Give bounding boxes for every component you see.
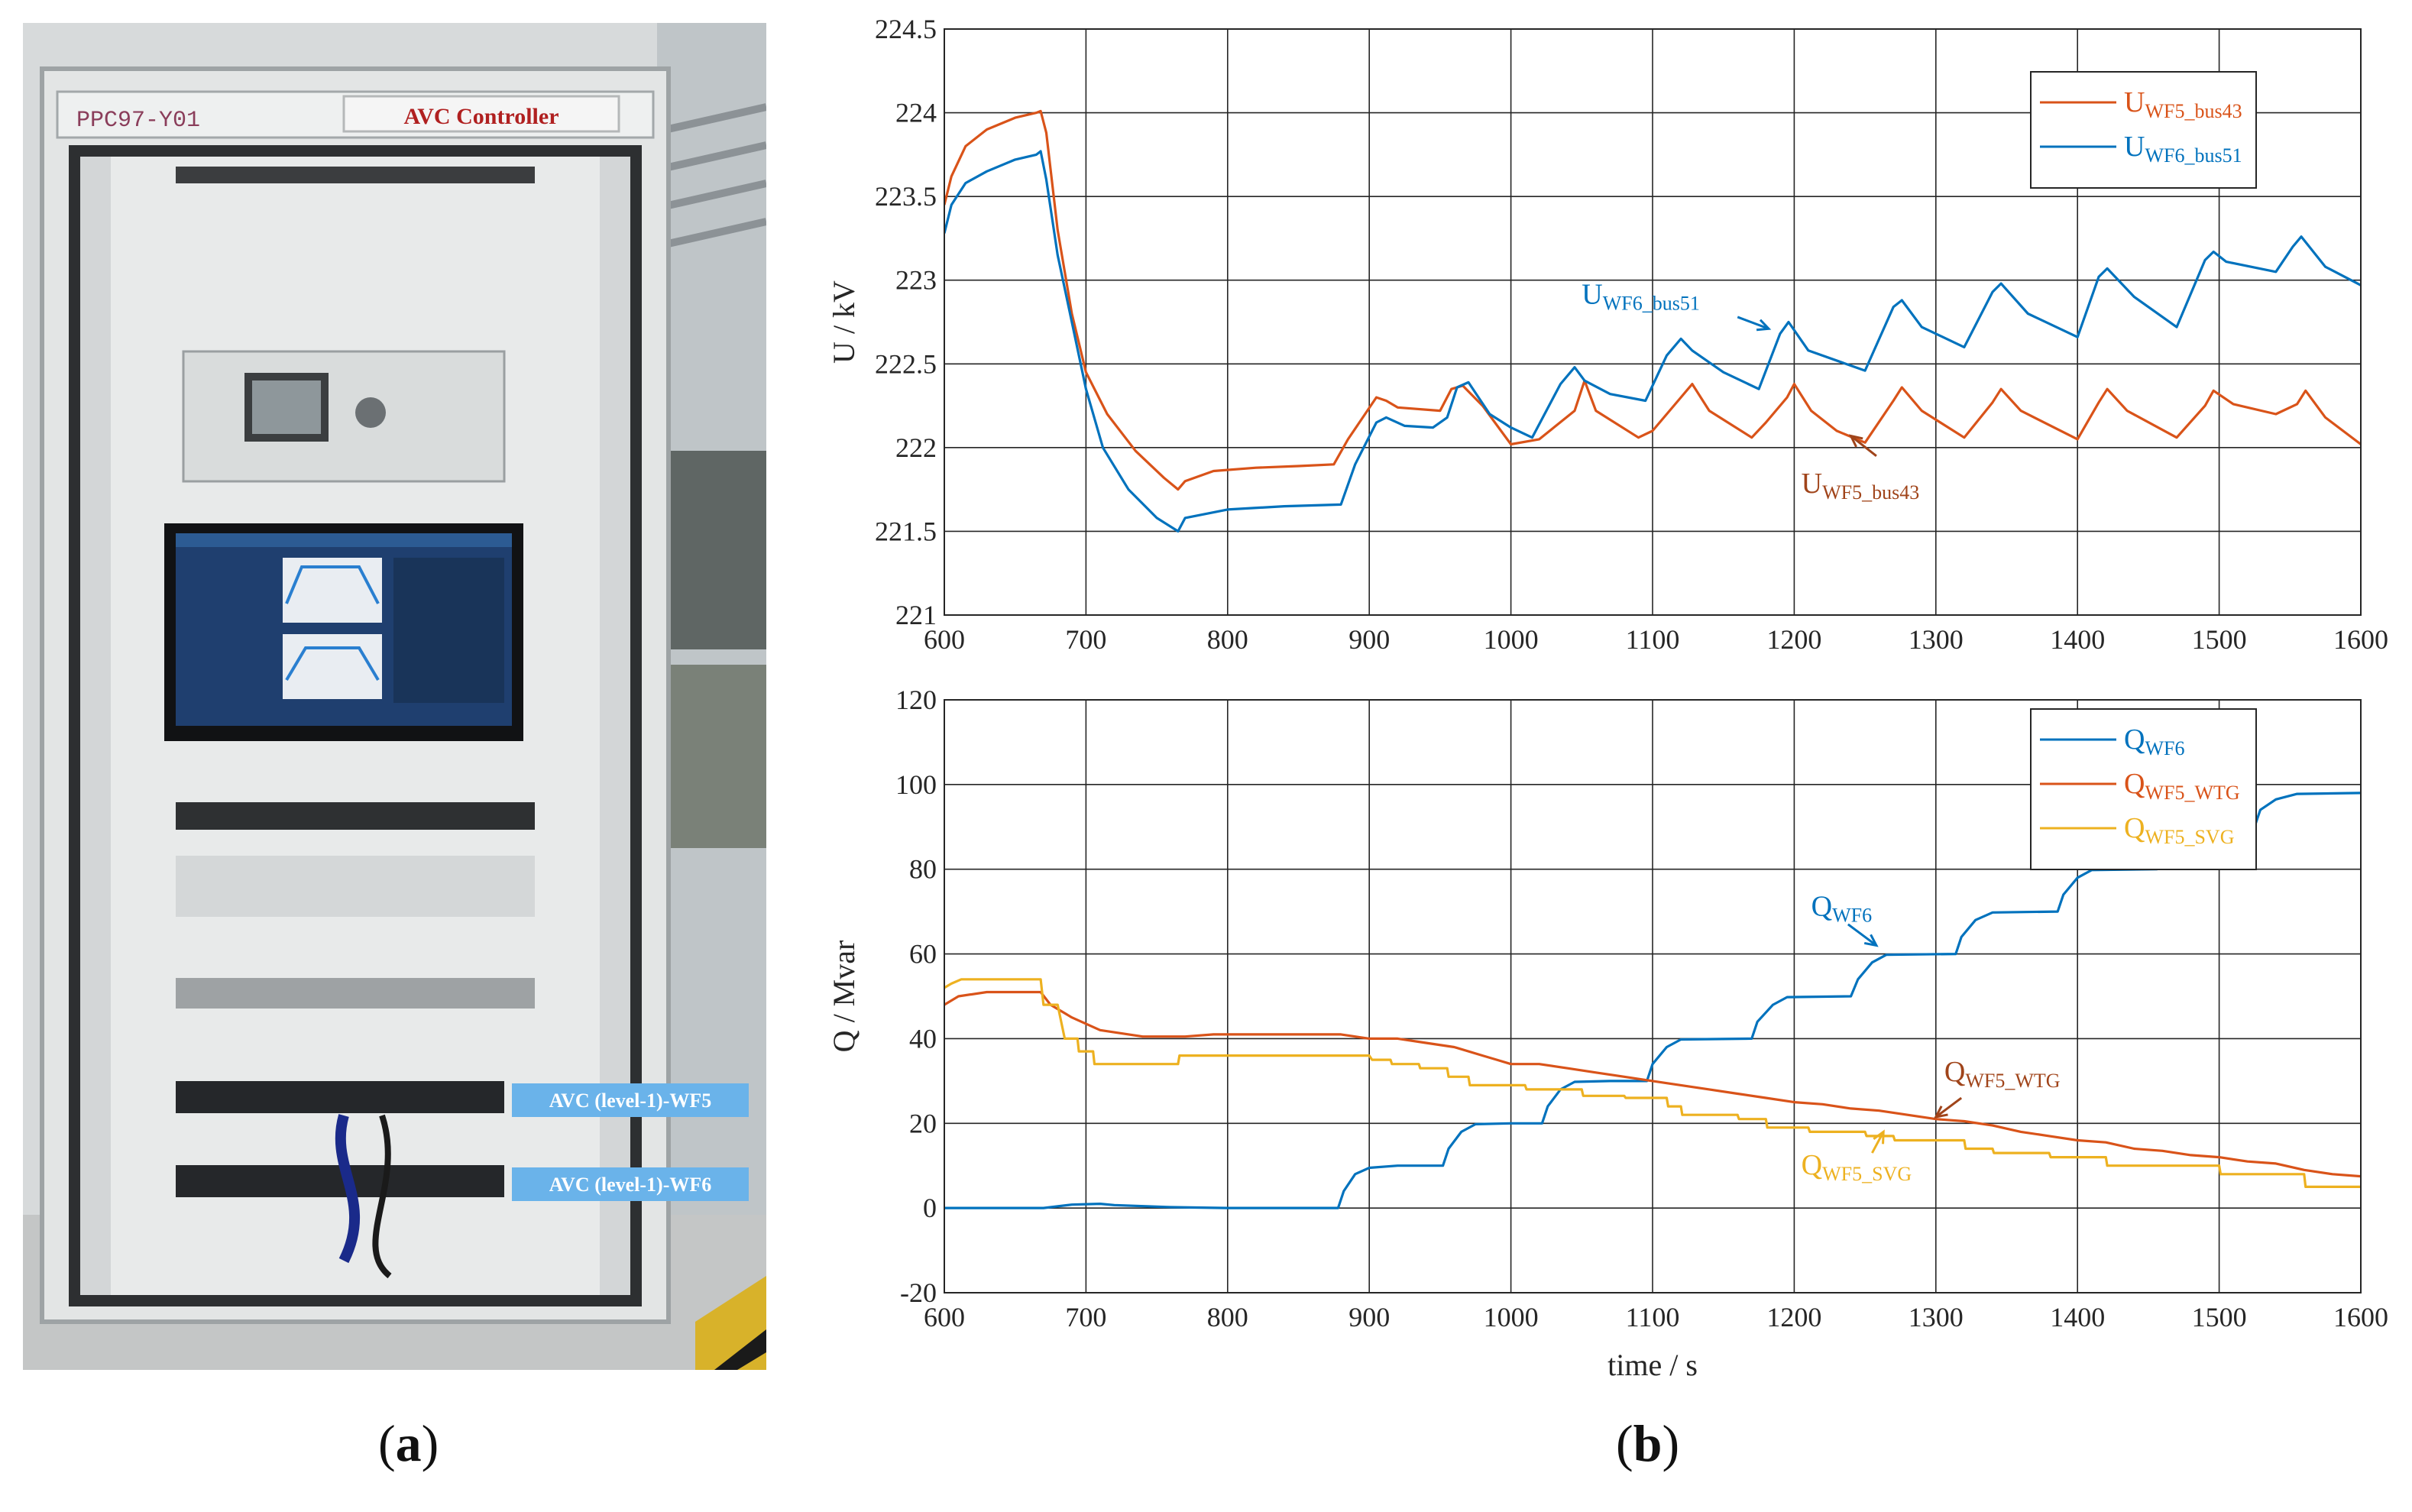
y-tick-label: 223: [895, 265, 937, 296]
series-line-UWF6_bus51: [944, 150, 2361, 533]
x-tick-label: 700: [1065, 1302, 1106, 1332]
x-tick-label: 1400: [2050, 624, 2105, 655]
annotation-label: QWF5_WTG: [1944, 1056, 2061, 1092]
y-tick-label: 221: [895, 600, 937, 630]
annotation-arrow: [1737, 316, 1769, 330]
y-tick-label: 120: [895, 685, 937, 715]
y-tick-label: 20: [909, 1108, 937, 1138]
x-tick-label: 1600: [2333, 624, 2388, 655]
y-tick-label: 221.5: [875, 516, 937, 546]
annotation-label: UWF6_bus51: [1582, 278, 1700, 314]
cabinet-title-label: AVC Controller: [403, 104, 558, 129]
cabinet-photo: PPC97-Y01 AVC Controller AVC (level-1)-W…: [23, 23, 766, 1370]
series-line-QWF5_WTG: [944, 990, 2361, 1178]
annotation-arrow: [1871, 1131, 1885, 1154]
annotation-arrowhead: [1756, 319, 1772, 332]
y-tick-label: 223.5: [875, 181, 937, 212]
y-tick-label: 224.5: [875, 14, 937, 44]
x-tick-label: 1000: [1484, 624, 1539, 655]
x-tick-label: 1300: [1909, 624, 1964, 655]
annotation-arrow: [1847, 923, 1877, 947]
axes-frame: [944, 699, 2362, 1293]
callout-wf5: AVC (level-1)-WF5: [549, 1089, 712, 1112]
x-tick-label: 1100: [1626, 624, 1680, 655]
annotation-arrowhead: [1848, 434, 1863, 448]
annotation-arrow: [1934, 1096, 1963, 1119]
legend-entry: QWF5_WTG: [2124, 768, 2240, 804]
x-tick-label: 600: [924, 624, 965, 655]
cabinet-id-label: PPC97-Y01: [76, 108, 200, 134]
series-line-UWF5_bus43: [944, 109, 2361, 491]
axes-frame: [944, 28, 2362, 616]
x-tick-label: 1400: [2050, 1302, 2105, 1332]
annotation-arrowhead: [1873, 1129, 1885, 1145]
callout-wf6: AVC (level-1)-WF6: [549, 1174, 712, 1196]
legend: UWF5_bus43 UWF6_bus51: [2030, 71, 2257, 189]
y-axis-label: U / kV: [827, 280, 861, 364]
annotation-label: QWF6: [1811, 891, 1872, 927]
legend-box: [2030, 71, 2257, 189]
y-tick-label: 222.5: [875, 348, 937, 379]
x-tick-label: 700: [1065, 624, 1106, 655]
annotation-label: QWF5_SVG: [1802, 1149, 1912, 1185]
chart-1: 600 700 800 900 1000 1100 1200 1300 1400 1500 1600…: [827, 14, 2388, 655]
annotation-arrowhead: [1863, 934, 1879, 947]
x-tick-label: 1200: [1766, 624, 1821, 655]
y-tick-label: 222: [895, 432, 937, 463]
annotation-label: UWF5_bus43: [1802, 468, 1920, 503]
x-tick-label: 1300: [1909, 1302, 1964, 1332]
x-tick-label: 1200: [1766, 1302, 1821, 1332]
annotation-arrowhead: [1934, 1106, 1948, 1119]
legend: QWF6 QWF5_WTG QWF5_SVG: [2030, 708, 2257, 870]
legend-box: [2030, 708, 2257, 870]
legend-entry: UWF5_bus43: [2124, 86, 2242, 122]
x-tick-label: 800: [1207, 1302, 1248, 1332]
x-tick-label: 900: [1348, 624, 1390, 655]
panel-label-a: (a): [378, 1414, 439, 1472]
y-tick-label: 60: [909, 939, 937, 970]
y-tick-label: -20: [900, 1277, 937, 1308]
x-tick-label: 1500: [2192, 1302, 2247, 1332]
y-tick-label: 40: [909, 1023, 937, 1054]
x-tick-label: 1100: [1626, 1302, 1680, 1332]
x-tick-label: 1600: [2333, 1302, 2388, 1332]
legend-entry: QWF5_SVG: [2124, 812, 2234, 848]
y-tick-label: 100: [895, 769, 937, 800]
y-tick-label: 224: [895, 98, 937, 128]
legend-entry: QWF6: [2124, 724, 2184, 759]
annotation-arrow: [1850, 435, 1877, 457]
chart-2: 600 700 800 900 1000 1100 1200 1300 1400 1500 1600…: [827, 685, 2388, 1382]
y-tick-label: 0: [923, 1193, 937, 1223]
x-tick-label: 1500: [2192, 624, 2247, 655]
x-tick-label: 1000: [1484, 1302, 1539, 1332]
y-tick-label: 80: [909, 854, 937, 885]
x-axis-label: time / s: [1607, 1348, 1698, 1382]
panel-label-b: (b): [1616, 1414, 1680, 1472]
series-line-QWF5_SVG: [944, 978, 2361, 1189]
x-tick-label: 600: [924, 1302, 965, 1332]
x-tick-label: 800: [1207, 624, 1248, 655]
y-axis-label: Q / Mvar: [827, 941, 861, 1053]
x-tick-label: 900: [1348, 1302, 1390, 1332]
series-group: [944, 109, 2361, 533]
legend-entry: UWF6_bus51: [2124, 131, 2242, 167]
